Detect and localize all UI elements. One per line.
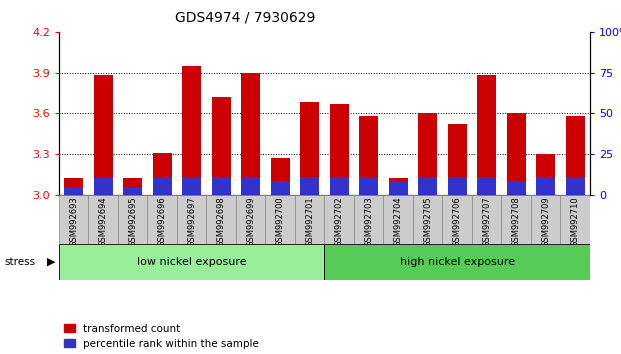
Bar xyxy=(153,153,172,195)
Text: stress: stress xyxy=(4,257,35,267)
Bar xyxy=(123,187,142,195)
Bar xyxy=(359,177,378,195)
Bar xyxy=(88,195,118,244)
Bar xyxy=(212,177,231,195)
Bar xyxy=(64,187,83,195)
Text: GSM992700: GSM992700 xyxy=(276,196,284,247)
Bar xyxy=(59,244,324,280)
Bar xyxy=(265,195,295,244)
Bar xyxy=(123,178,142,195)
Bar xyxy=(271,181,290,195)
Bar xyxy=(354,195,383,244)
Bar xyxy=(241,73,260,195)
Text: GSM992703: GSM992703 xyxy=(365,196,373,247)
Bar xyxy=(448,177,467,195)
Bar xyxy=(389,181,408,195)
Bar xyxy=(118,195,147,244)
Bar xyxy=(560,195,590,244)
Bar xyxy=(177,195,206,244)
Bar xyxy=(418,113,437,195)
Text: GSM992706: GSM992706 xyxy=(453,196,461,247)
Bar xyxy=(330,177,349,195)
Bar xyxy=(153,177,172,195)
Bar xyxy=(300,177,319,195)
Text: GSM992694: GSM992694 xyxy=(99,196,107,247)
Text: GSM992705: GSM992705 xyxy=(424,196,432,247)
Text: low nickel exposure: low nickel exposure xyxy=(137,257,247,267)
Bar xyxy=(442,195,472,244)
Bar xyxy=(536,177,555,195)
Bar xyxy=(531,195,560,244)
Text: GSM992710: GSM992710 xyxy=(571,196,579,247)
Bar xyxy=(383,195,413,244)
Bar xyxy=(507,113,526,195)
Bar xyxy=(59,195,88,244)
Bar xyxy=(507,181,526,195)
Bar xyxy=(241,177,260,195)
Bar xyxy=(182,66,201,195)
Bar xyxy=(359,116,378,195)
Bar xyxy=(324,195,354,244)
Bar xyxy=(566,116,585,195)
Bar xyxy=(472,195,501,244)
Bar xyxy=(413,195,442,244)
Bar xyxy=(206,195,236,244)
Bar xyxy=(477,75,496,195)
Text: GSM992704: GSM992704 xyxy=(394,196,402,247)
Bar xyxy=(448,124,467,195)
Bar xyxy=(64,178,83,195)
Text: high nickel exposure: high nickel exposure xyxy=(400,257,515,267)
Text: GSM992697: GSM992697 xyxy=(188,196,196,247)
Bar xyxy=(212,97,231,195)
Text: GSM992708: GSM992708 xyxy=(512,196,520,247)
Text: GSM992695: GSM992695 xyxy=(129,196,137,247)
Bar xyxy=(536,154,555,195)
Text: GSM992696: GSM992696 xyxy=(158,196,166,247)
Bar xyxy=(330,104,349,195)
Bar xyxy=(271,158,290,195)
Bar xyxy=(566,177,585,195)
Bar xyxy=(324,244,590,280)
Text: GSM992693: GSM992693 xyxy=(70,196,78,247)
Bar xyxy=(182,177,201,195)
Text: GSM992699: GSM992699 xyxy=(247,196,255,247)
Text: GSM992702: GSM992702 xyxy=(335,196,343,247)
Bar xyxy=(477,177,496,195)
Text: GSM992707: GSM992707 xyxy=(483,196,491,247)
Bar xyxy=(300,102,319,195)
Bar xyxy=(501,195,531,244)
Bar xyxy=(389,178,408,195)
Text: GSM992709: GSM992709 xyxy=(542,196,550,247)
Bar xyxy=(418,177,437,195)
Text: GSM992698: GSM992698 xyxy=(217,196,225,247)
Legend: transformed count, percentile rank within the sample: transformed count, percentile rank withi… xyxy=(64,324,259,349)
Bar xyxy=(94,75,113,195)
Text: ▶: ▶ xyxy=(47,257,55,267)
Bar xyxy=(236,195,265,244)
Bar xyxy=(94,177,113,195)
Bar xyxy=(295,195,324,244)
Text: GDS4974 / 7930629: GDS4974 / 7930629 xyxy=(175,11,315,25)
Text: GSM992701: GSM992701 xyxy=(306,196,314,247)
Bar xyxy=(147,195,177,244)
